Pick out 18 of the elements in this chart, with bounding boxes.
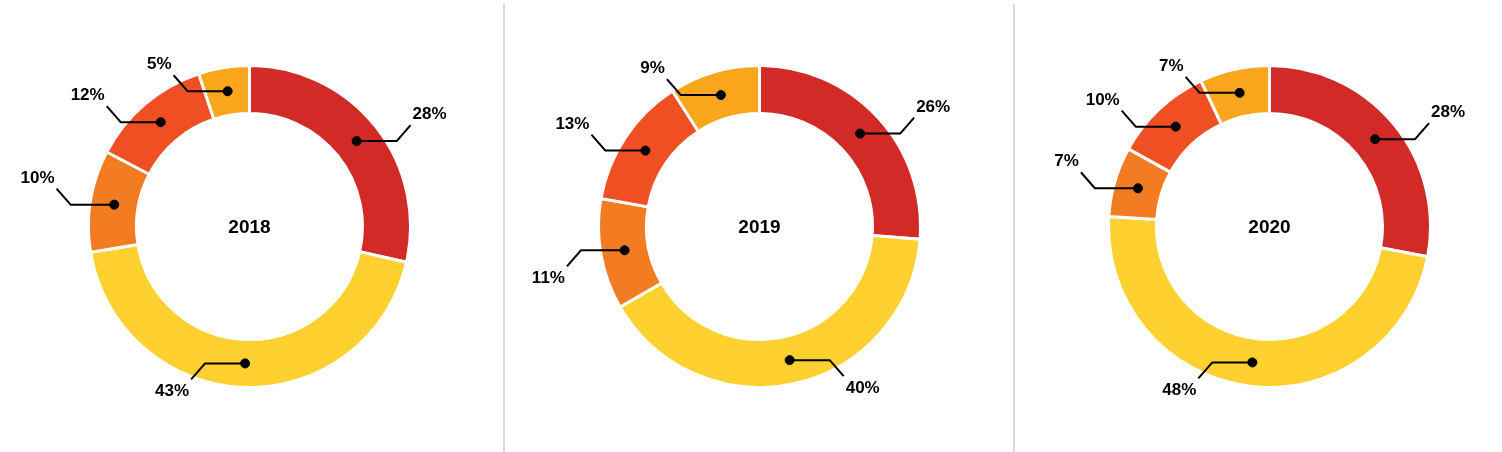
text: 2018 bbox=[228, 216, 271, 237]
data-label: 9% bbox=[640, 58, 665, 78]
data-label: 11% bbox=[531, 268, 565, 288]
data-label: 28% bbox=[412, 104, 447, 124]
data-label: 48% bbox=[1162, 380, 1197, 400]
text: 2020 bbox=[1248, 216, 1291, 237]
data-label: 5% bbox=[147, 54, 172, 74]
data-label: 26% bbox=[916, 96, 951, 116]
data-label: 7% bbox=[1159, 55, 1184, 75]
data-label: 43% bbox=[155, 381, 190, 401]
data-label: 13% bbox=[555, 113, 590, 133]
text: 2019 bbox=[738, 216, 781, 237]
data-label: 10% bbox=[20, 167, 55, 187]
data-label: 10% bbox=[1085, 89, 1120, 109]
data-label: 28% bbox=[1431, 102, 1466, 122]
data-label: 7% bbox=[1054, 151, 1079, 171]
data-label: 40% bbox=[845, 378, 880, 398]
data-label: 12% bbox=[70, 85, 105, 105]
